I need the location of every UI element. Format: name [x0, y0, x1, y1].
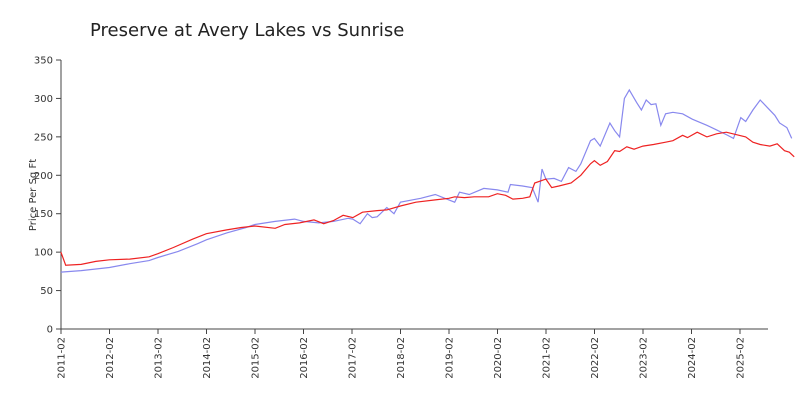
x-tick-label: 2019-02 — [445, 337, 456, 379]
series-lines — [60, 88, 795, 273]
x-tick-label: 2015-02 — [251, 337, 262, 379]
x-tick-label: 2011-02 — [57, 337, 68, 379]
y-tick-label: 300 — [34, 94, 53, 105]
y-axis-label: Price Per Sq Ft — [28, 159, 39, 231]
x-tick-label: 2013-02 — [154, 337, 165, 379]
x-tick-label: 2024-02 — [687, 337, 698, 379]
series-line-sunrise — [60, 131, 795, 266]
x-tick-label: 2025-02 — [736, 337, 747, 379]
y-tick-label: 50 — [40, 286, 53, 297]
chart-title: Preserve at Avery Lakes vs Sunrise — [90, 20, 404, 41]
x-tick-label: 2020-02 — [493, 337, 504, 379]
x-tick-label: 2018-02 — [396, 337, 407, 379]
x-tick-label: 2012-02 — [105, 337, 116, 379]
x-tick-label: 2016-02 — [299, 337, 310, 379]
y-tick-label: 350 — [34, 56, 53, 67]
x-tick-label: 2023-02 — [639, 337, 650, 379]
series-line-preserve-at-avery-lakes — [60, 88, 793, 273]
x-tick-label: 2022-02 — [590, 337, 601, 379]
x-tick-label: 2014-02 — [202, 337, 213, 379]
y-tick-label: 250 — [34, 132, 53, 143]
x-tick-label: 2017-02 — [348, 337, 359, 379]
y-tick-label: 200 — [34, 171, 53, 182]
y-tick-label: 0 — [47, 325, 53, 336]
axes: 0 50 100 150 200 250 300 350 2011-02 2012-02 2013-… — [34, 56, 768, 379]
y-tick-label: 100 — [34, 248, 53, 259]
y-tick-label: 150 — [34, 209, 53, 220]
x-tick-label: 2021-02 — [542, 337, 553, 379]
